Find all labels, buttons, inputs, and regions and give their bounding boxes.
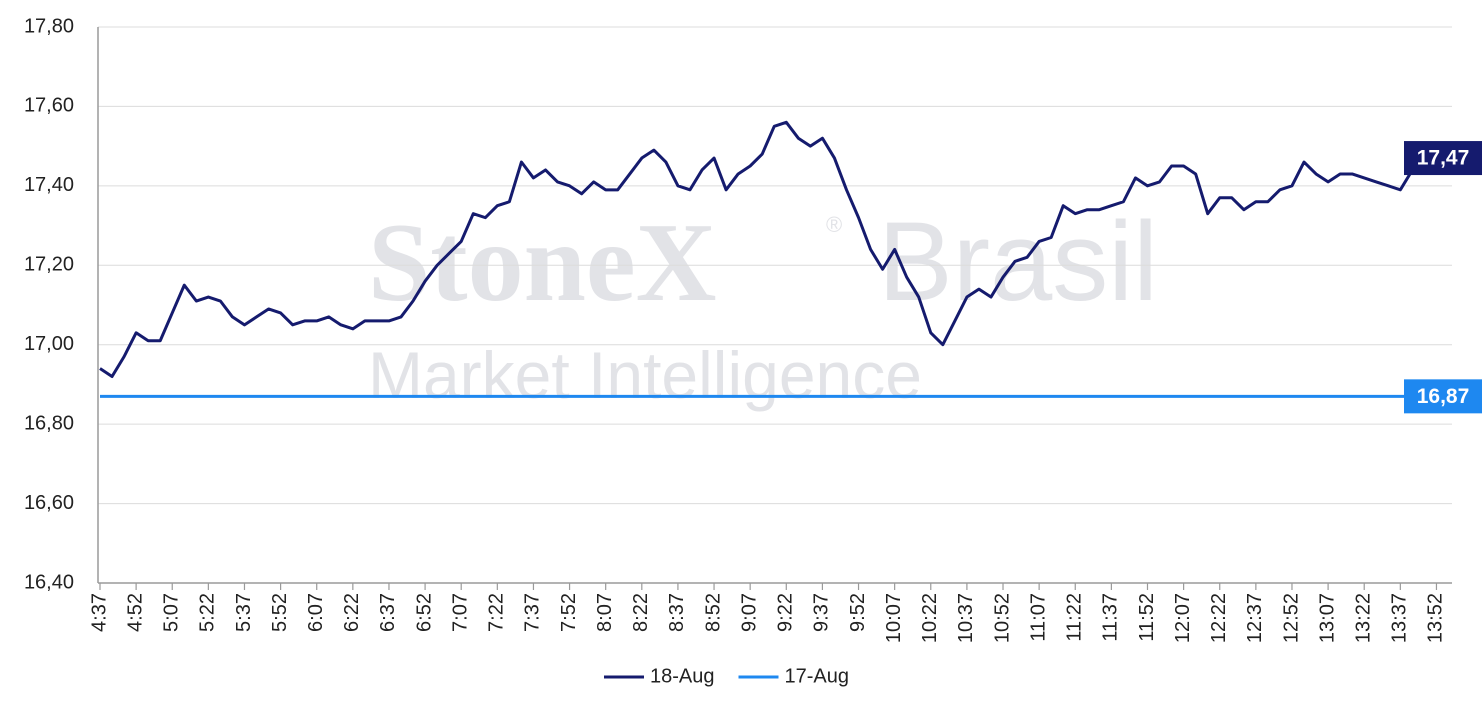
x-tick-label: 5:22 (197, 593, 219, 632)
x-tick-label: 13:52 (1425, 593, 1447, 643)
x-tick-label: 11:52 (1136, 593, 1158, 642)
x-tick-label: 5:07 (161, 593, 183, 632)
x-tick-label: 6:07 (305, 593, 327, 632)
watermark-brand: StoneX (368, 201, 716, 325)
x-tick-label: 12:37 (1244, 593, 1266, 643)
y-tick-label: 17,00 (24, 333, 74, 355)
x-tick-label: 11:22 (1064, 593, 1086, 642)
x-tick-label: 9:37 (811, 593, 833, 632)
y-tick-label: 17,20 (24, 254, 74, 276)
x-tick-label: 7:07 (449, 593, 471, 632)
x-tick-label: 7:37 (522, 593, 544, 632)
x-tick-label: 4:37 (88, 593, 110, 632)
x-tick-label: 6:22 (341, 593, 363, 632)
x-tick-label: 11:07 (1027, 593, 1049, 642)
x-tick-label: 13:37 (1389, 593, 1411, 643)
line-series (99, 120, 1449, 378)
x-tick-label: 8:37 (666, 593, 688, 632)
y-tick-label: 16,80 (24, 412, 74, 434)
y-tick-label: 17,80 (24, 15, 74, 37)
x-tick-label: 9:22 (775, 593, 797, 632)
value-label: 16,87 (1417, 385, 1470, 408)
legend-label: 18-Aug (650, 665, 715, 687)
x-tick-label: 10:07 (883, 593, 905, 643)
x-tick-label: 7:22 (486, 593, 508, 632)
x-tick-label: 9:07 (738, 593, 760, 632)
y-tick-label: 17,60 (24, 95, 74, 117)
x-tick-label: 6:52 (413, 593, 435, 632)
x-tick-label: 7:52 (558, 593, 580, 632)
watermark-registered: ® (826, 212, 842, 237)
x-tick-label: 10:22 (919, 593, 941, 643)
x-tick-label: 12:52 (1280, 593, 1302, 643)
x-tick-label: 8:52 (702, 593, 724, 632)
value-label-box (1404, 379, 1482, 414)
x-tick-label: 8:07 (594, 593, 616, 632)
y-tick-label: 16,40 (24, 571, 74, 593)
y-tick-label: 16,60 (24, 492, 74, 514)
x-tick-label: 11:37 (1100, 593, 1122, 642)
x-tick-label: 13:07 (1316, 593, 1338, 643)
x-tick-label: 10:37 (955, 593, 977, 643)
x-tick-label: 9:52 (847, 593, 869, 632)
y-tick-label: 17,40 (24, 174, 74, 196)
x-tick-label: 12:22 (1208, 593, 1230, 643)
x-tick-label: 12:07 (1172, 593, 1194, 643)
x-tick-label: 13:22 (1353, 593, 1375, 643)
legend-label: 17-Aug (785, 665, 850, 687)
x-tick-label: 10:52 (991, 593, 1013, 643)
value-label: 17,47 (1417, 147, 1470, 170)
value-label-box (1404, 141, 1482, 176)
watermark: StoneX ® Brasil Market Intelligence (368, 199, 1158, 412)
x-tick-label: 6:37 (377, 593, 399, 632)
watermark-unit: Market Intelligence (368, 338, 922, 412)
x-tick-label: 5:52 (269, 593, 291, 632)
x-tick-label: 5:37 (233, 593, 255, 632)
x-tick-label: 4:52 (124, 593, 146, 632)
x-tick-label: 8:22 (630, 593, 652, 632)
